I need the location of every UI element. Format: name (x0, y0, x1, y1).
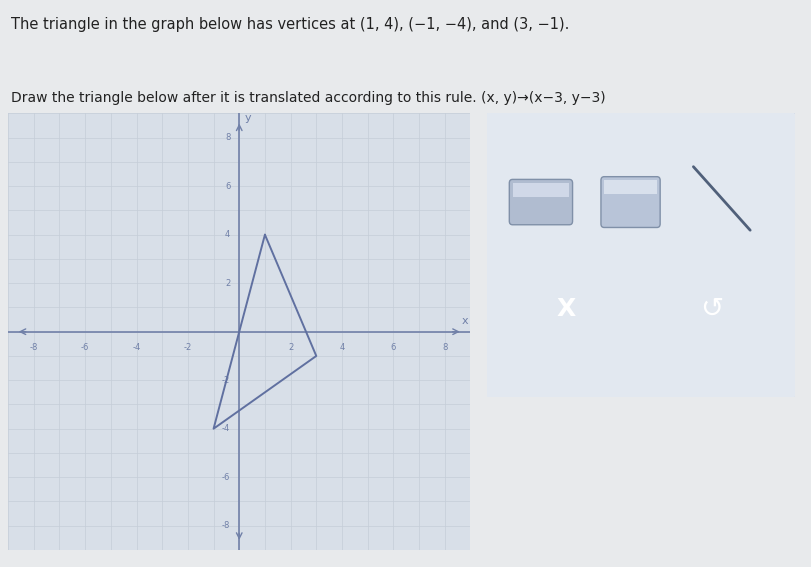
Text: 2: 2 (288, 342, 294, 352)
Text: -4: -4 (132, 342, 140, 352)
Text: 4: 4 (225, 230, 230, 239)
FancyBboxPatch shape (513, 183, 569, 197)
Text: -6: -6 (81, 342, 89, 352)
Text: 6: 6 (391, 342, 396, 352)
FancyBboxPatch shape (601, 177, 660, 227)
Text: -8: -8 (222, 521, 230, 530)
Text: -4: -4 (222, 424, 230, 433)
Text: y: y (245, 113, 251, 123)
Text: X: X (556, 297, 575, 321)
Text: 8: 8 (225, 133, 230, 142)
Text: 2: 2 (225, 279, 230, 287)
Text: x: x (462, 316, 469, 326)
Text: The triangle in the graph below has vertices at (1, 4), (−1, −4), and (3, −1).: The triangle in the graph below has vert… (11, 17, 569, 32)
Text: -6: -6 (222, 473, 230, 482)
FancyBboxPatch shape (509, 179, 573, 225)
Text: 4: 4 (339, 342, 345, 352)
Text: -2: -2 (184, 342, 192, 352)
Text: 8: 8 (442, 342, 448, 352)
Text: -8: -8 (30, 342, 38, 352)
Text: 6: 6 (225, 181, 230, 191)
FancyBboxPatch shape (483, 111, 798, 400)
Text: ↺: ↺ (700, 295, 723, 323)
Text: Draw the triangle below after it is translated according to this rule. (x, y)→(x: Draw the triangle below after it is tran… (11, 91, 605, 105)
Text: -2: -2 (222, 376, 230, 384)
FancyBboxPatch shape (604, 180, 657, 194)
